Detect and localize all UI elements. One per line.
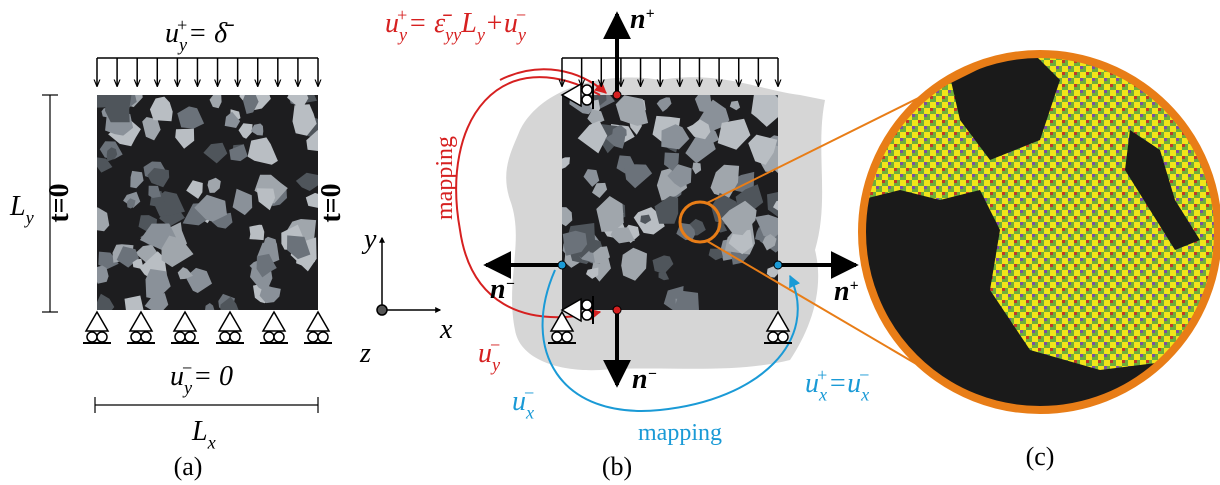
microstructure-a bbox=[83, 82, 325, 319]
roller-support bbox=[304, 312, 332, 343]
math-part: x bbox=[207, 432, 216, 452]
math-part: = bbox=[828, 368, 847, 399]
traction-label: t=0 bbox=[316, 183, 347, 222]
math-part: x bbox=[525, 402, 534, 422]
grain bbox=[105, 90, 132, 122]
math-label: n− bbox=[632, 364, 657, 395]
math-part: = bbox=[188, 18, 214, 49]
math-part: − bbox=[506, 275, 515, 292]
axis-label: y bbox=[361, 224, 377, 255]
node bbox=[774, 261, 782, 269]
roller-support bbox=[171, 312, 199, 343]
math-part: n bbox=[490, 274, 506, 305]
math-label: n− bbox=[490, 274, 515, 305]
caption: (c) bbox=[1026, 442, 1055, 471]
roller-support bbox=[83, 312, 111, 343]
math-part: + bbox=[396, 5, 408, 25]
axis-triad bbox=[377, 238, 440, 315]
math-label: n+ bbox=[834, 276, 859, 307]
microstructure-b bbox=[555, 83, 792, 317]
math-part: y bbox=[177, 34, 188, 54]
math-part: + bbox=[816, 365, 828, 385]
math-part: L bbox=[9, 191, 26, 222]
math-part: + bbox=[176, 15, 188, 35]
math-part: y bbox=[516, 24, 527, 44]
math-part: − bbox=[515, 5, 527, 25]
grain bbox=[249, 225, 264, 240]
node bbox=[558, 261, 566, 269]
math-part: y bbox=[397, 24, 408, 44]
node bbox=[613, 91, 621, 99]
math-part: + bbox=[850, 277, 859, 294]
grain bbox=[93, 266, 109, 284]
math-part: − bbox=[523, 383, 535, 403]
math-part: − bbox=[489, 335, 501, 355]
math-part: y bbox=[182, 377, 193, 397]
roller-support bbox=[216, 312, 244, 343]
caption: (a) bbox=[174, 452, 203, 481]
math-part: yy bbox=[443, 24, 462, 44]
math-part: L bbox=[191, 416, 208, 447]
axis-label: z bbox=[359, 338, 371, 369]
math-part: − bbox=[181, 358, 193, 378]
math-part: = 0 bbox=[193, 361, 233, 392]
math-part: n bbox=[834, 276, 850, 307]
math-part: L bbox=[460, 8, 477, 39]
math-label: n+ bbox=[630, 4, 655, 35]
axis-label: x bbox=[439, 314, 453, 345]
math-part: + bbox=[646, 5, 655, 22]
roller-support bbox=[260, 312, 288, 343]
math-part: − bbox=[858, 365, 870, 385]
math-part: n bbox=[630, 4, 646, 35]
math-part: δ̄ bbox=[214, 18, 234, 49]
caption: (b) bbox=[602, 452, 632, 481]
figure: t=0 t=0 (a) (b) (c) y z x mapping mappin… bbox=[0, 0, 1220, 485]
node bbox=[613, 306, 621, 314]
math-label: Ly bbox=[9, 191, 35, 227]
math-label: Lx bbox=[191, 416, 216, 452]
roller-support bbox=[127, 312, 155, 343]
math-part: − bbox=[648, 365, 657, 382]
math-part: = bbox=[408, 8, 434, 39]
math-part: y bbox=[24, 207, 35, 227]
math-part: + bbox=[485, 8, 504, 39]
math-part: n bbox=[632, 364, 648, 395]
math-label: uy+= δ̄ bbox=[165, 15, 234, 55]
math-part: x bbox=[860, 384, 869, 404]
math-label: uy−= 0 bbox=[170, 358, 233, 398]
math-label: ux+=ux− bbox=[805, 365, 870, 405]
traction-label: t=0 bbox=[44, 183, 75, 222]
math-label: uy+= ε̄yyLy+uy− bbox=[385, 5, 527, 45]
mapping-label: mapping bbox=[432, 136, 458, 220]
math-part: y bbox=[490, 354, 501, 374]
math-label: uy− bbox=[478, 335, 501, 375]
math-label: ux− bbox=[512, 383, 535, 423]
mapping-label: mapping bbox=[638, 420, 722, 446]
math-part: x bbox=[818, 384, 827, 404]
